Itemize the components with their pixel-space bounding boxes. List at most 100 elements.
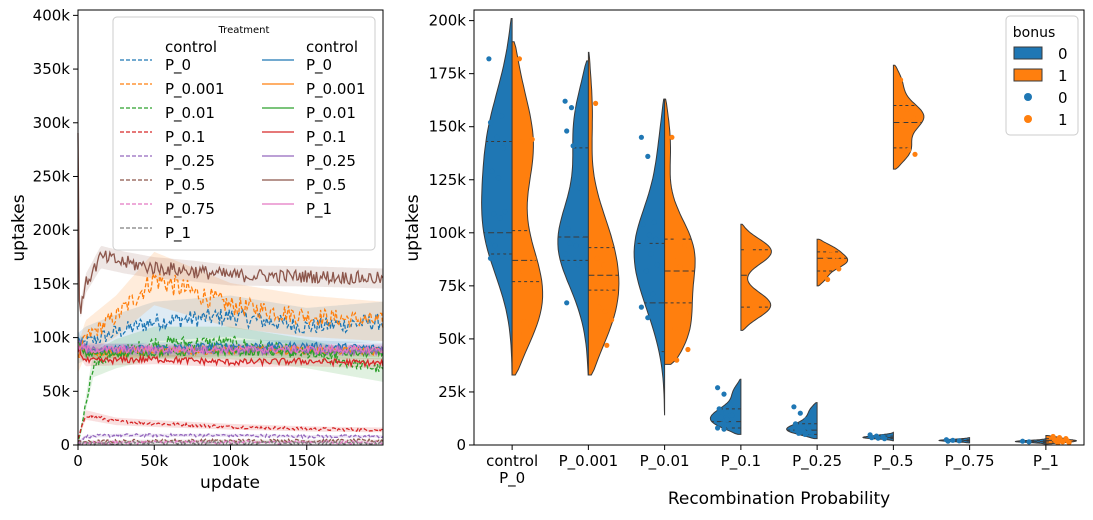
strip-point bbox=[726, 423, 732, 429]
strip-point bbox=[499, 113, 505, 119]
strip-point bbox=[487, 255, 494, 261]
strip-point bbox=[502, 209, 508, 215]
strip-point bbox=[677, 264, 683, 270]
strip-point bbox=[653, 236, 659, 242]
strip-point bbox=[910, 115, 917, 121]
strip-point bbox=[495, 175, 502, 181]
strip-point bbox=[565, 226, 571, 232]
strip-point bbox=[1055, 440, 1061, 446]
left-y-tick-label: 200k bbox=[33, 221, 71, 239]
strip-point bbox=[568, 105, 575, 111]
strip-point bbox=[1020, 438, 1026, 444]
strip-point bbox=[492, 109, 498, 115]
strip-point bbox=[829, 259, 836, 266]
strip-point bbox=[568, 255, 575, 261]
strip-point bbox=[638, 134, 645, 140]
series-lines bbox=[77, 132, 384, 447]
strip-point bbox=[674, 357, 680, 363]
strip-point bbox=[486, 56, 492, 62]
strip-point bbox=[601, 262, 607, 268]
strip-point bbox=[727, 402, 734, 408]
strip-point bbox=[956, 438, 962, 444]
left-legend: Treatment control P_0 P_0.001 P_0.01 P_0.1 P_… bbox=[112, 16, 376, 251]
strip-point bbox=[645, 315, 651, 321]
strip-point bbox=[597, 325, 604, 331]
strip-point bbox=[828, 247, 834, 253]
strip-point bbox=[526, 283, 532, 289]
legend-entry-label: P_0.1 bbox=[306, 128, 346, 147]
right-y-tick-label: 200k bbox=[429, 12, 467, 30]
right-y-tick-label: 75k bbox=[438, 277, 466, 295]
legend-entry-label: 0 bbox=[1058, 45, 1068, 63]
strip-point bbox=[602, 308, 608, 314]
strip-point bbox=[638, 304, 645, 310]
strip-point bbox=[650, 291, 656, 297]
legend-entry-label: 1 bbox=[1058, 67, 1068, 85]
left-y-axis-label: uptakes bbox=[9, 194, 29, 261]
strip-point bbox=[718, 414, 724, 420]
left-y-tick-label: 400k bbox=[33, 6, 71, 24]
strip-point bbox=[823, 257, 829, 263]
strip-point bbox=[945, 438, 951, 444]
legend-entry-label: 1 bbox=[1058, 111, 1068, 129]
strip-point bbox=[670, 257, 677, 263]
strip-point bbox=[499, 253, 505, 259]
right-x-tick-label: control P_0 bbox=[486, 452, 538, 488]
strip-point bbox=[669, 134, 675, 140]
right-x-tick-label: P_0.25 bbox=[792, 452, 842, 471]
right-y-tick-label: 25k bbox=[438, 383, 466, 401]
strip-point bbox=[489, 168, 495, 174]
right-x-tick-label: P_0.01 bbox=[640, 452, 690, 471]
left-y-tick-label: 250k bbox=[33, 167, 71, 185]
strip-point bbox=[1026, 439, 1032, 445]
strip-point bbox=[721, 391, 727, 397]
dashed-series-line bbox=[77, 439, 384, 446]
left-x-tick-label: 50k bbox=[140, 452, 168, 470]
strip-point bbox=[799, 424, 805, 430]
strip-point bbox=[564, 300, 570, 306]
strip-point bbox=[642, 240, 648, 246]
strip-point bbox=[802, 431, 808, 437]
confidence-band bbox=[78, 251, 383, 373]
strip-point bbox=[751, 304, 758, 310]
strip-point bbox=[562, 251, 568, 257]
strip-point bbox=[804, 416, 810, 423]
left-plot: 0 50k 100k 150k 0 50k 100k 150k 200k 250k 300k 350… bbox=[9, 6, 384, 493]
legend-entry-label: P_0.75 bbox=[165, 200, 215, 219]
violin-half bbox=[481, 18, 513, 376]
strip-point bbox=[596, 304, 602, 310]
strip-point bbox=[604, 342, 610, 348]
right-y-tick-label: 0 bbox=[456, 436, 466, 454]
strip-point bbox=[904, 107, 910, 113]
violins bbox=[481, 18, 1078, 445]
right-y-tick-label: 100k bbox=[429, 224, 467, 242]
strip-point bbox=[572, 230, 578, 236]
strip-point bbox=[521, 319, 527, 325]
legend-entry-label: P_0.001 bbox=[165, 80, 225, 99]
legend-entry-label: P_0.5 bbox=[165, 176, 205, 195]
strip-point bbox=[950, 437, 956, 443]
strip-point bbox=[486, 240, 492, 246]
strip-point bbox=[675, 236, 681, 242]
violin-half bbox=[511, 41, 544, 376]
strip-point bbox=[682, 242, 688, 249]
legend-point-marker bbox=[1024, 93, 1032, 101]
left-y-tick-label: 50k bbox=[42, 382, 70, 400]
strip-point bbox=[567, 240, 573, 246]
strip-point bbox=[821, 242, 828, 249]
strip-point bbox=[576, 185, 583, 191]
strip-point bbox=[685, 346, 691, 353]
strip-point bbox=[731, 419, 737, 425]
legend-entry-label: P_0.001 bbox=[306, 80, 366, 99]
legend-entry-label: control P_0 bbox=[165, 38, 217, 75]
solid-series-line bbox=[77, 339, 384, 359]
legend-point-marker bbox=[1024, 115, 1032, 123]
solid-series-line bbox=[77, 342, 384, 355]
strip-point bbox=[594, 255, 600, 261]
strip-point bbox=[564, 128, 570, 134]
strip-point bbox=[899, 117, 905, 123]
strip-point bbox=[724, 416, 730, 423]
right-x-tick-label: P_0.1 bbox=[721, 452, 761, 471]
right-y-tick-label: 175k bbox=[429, 65, 467, 83]
legend-entry-label: P_1 bbox=[306, 200, 332, 219]
